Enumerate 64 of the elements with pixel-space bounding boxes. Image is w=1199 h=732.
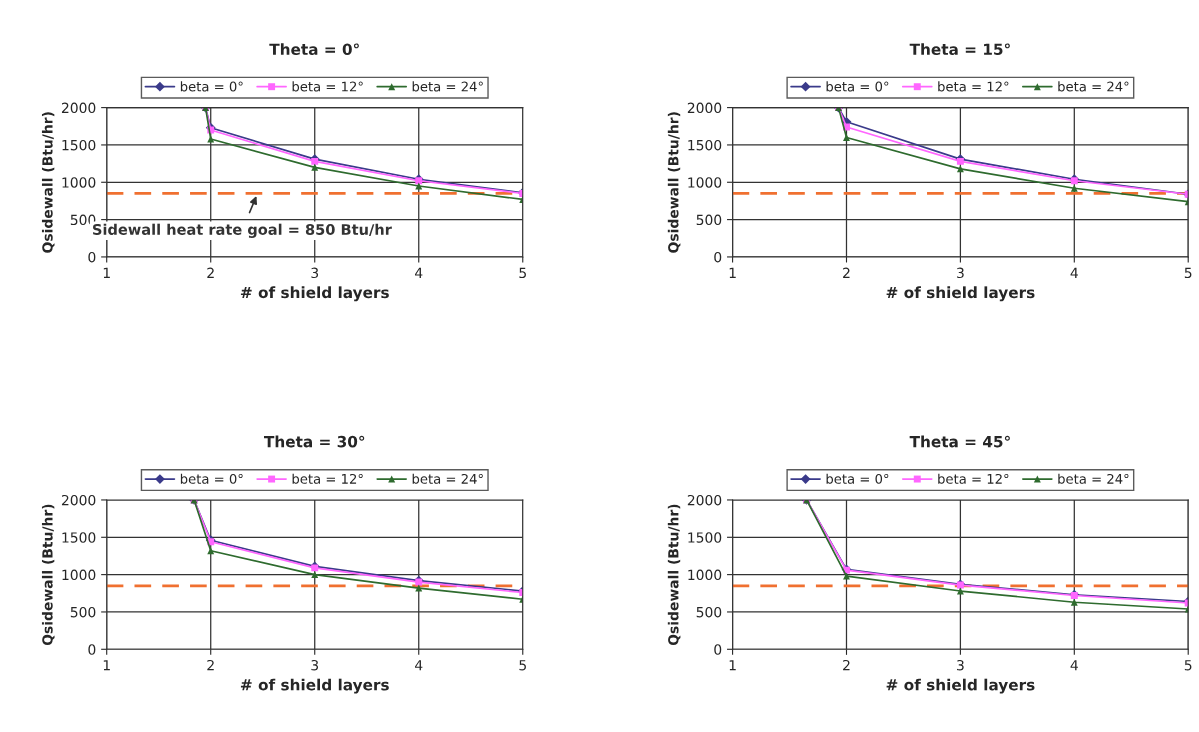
y-tick-label: 1000 — [62, 569, 96, 581]
x-tick-label: 3 — [957, 659, 964, 671]
y-tick-label: 1000 — [688, 569, 722, 581]
y-tick-label: 500 — [70, 606, 96, 618]
x-axis-title: # of shield layers — [886, 286, 1035, 302]
x-tick-label: 3 — [311, 659, 319, 671]
y-tick-label: 2000 — [61, 494, 96, 506]
x-tick-label: 2 — [843, 659, 850, 671]
legend-label: beta = 0° — [826, 81, 889, 92]
legend-label: beta = 0° — [180, 473, 243, 484]
x-tick-label: 2 — [843, 267, 850, 278]
x-tick-label: 5 — [1184, 267, 1192, 279]
x-tick-label: 3 — [957, 267, 964, 279]
x-tick-label: 4 — [1070, 267, 1078, 278]
y-tick-label: 500 — [696, 214, 722, 226]
chart-title: Theta = 45° — [909, 435, 1010, 448]
x-tick-label: 4 — [415, 660, 423, 671]
x-tick-label: 1 — [103, 660, 110, 671]
y-axis-title: Qsidewall (Btu/hr) — [41, 112, 55, 253]
legend-label: beta = 0° — [826, 473, 889, 484]
x-axis-title: # of shield layers — [886, 678, 1035, 694]
legend-label: beta = 0° — [180, 81, 243, 92]
y-tick-label: 2000 — [687, 102, 722, 114]
y-tick-label: 1000 — [62, 177, 96, 188]
y-tick-label: 1500 — [62, 139, 96, 151]
chart-title: Theta = 30° — [264, 435, 365, 448]
legend-label: beta = 12° — [292, 81, 363, 92]
legend-label: beta = 12° — [938, 81, 1009, 92]
y-tick-label: 1500 — [688, 532, 722, 543]
y-tick-label: 500 — [696, 606, 722, 618]
legend-label: beta = 24° — [412, 81, 483, 92]
x-tick-label: 2 — [207, 267, 214, 278]
x-tick-label: 1 — [729, 267, 736, 278]
chart-title: Theta = 15° — [909, 43, 1010, 56]
y-tick-label: 1000 — [688, 177, 722, 188]
x-tick-label: 4 — [415, 267, 423, 278]
x-tick-label: 3 — [311, 267, 319, 279]
annotation: Sidewall heat rate goal = 850 Btu/hr — [93, 223, 392, 238]
x-tick-label: 5 — [519, 660, 526, 671]
y-axis-title: Qsidewall (Btu/hr) — [667, 112, 681, 253]
y-tick-label: 1500 — [688, 139, 722, 151]
y-axis-title: Qsidewall (Btu/hr) — [667, 504, 681, 646]
x-axis-title: # of shield layers — [240, 678, 389, 694]
x-tick-label: 4 — [1070, 660, 1078, 671]
y-tick-label: 0 — [88, 644, 96, 655]
y-axis-title: Qsidewall (Btu/hr) — [41, 504, 55, 646]
x-tick-label: 2 — [207, 659, 214, 671]
legend-label: beta = 24° — [1058, 473, 1129, 484]
x-tick-label: 1 — [103, 267, 110, 278]
x-tick-label: 5 — [1184, 660, 1192, 671]
legend-label: beta = 12° — [938, 473, 1009, 484]
x-axis-title: # of shield layers — [240, 286, 389, 302]
x-tick-label: 5 — [519, 267, 526, 279]
y-tick-label: 2000 — [61, 102, 96, 114]
y-tick-label: 2000 — [687, 494, 722, 506]
x-tick-label: 1 — [729, 660, 736, 671]
legend-label: beta = 24° — [412, 473, 483, 484]
y-tick-label: 0 — [714, 644, 722, 655]
legend-label: beta = 12° — [292, 473, 363, 484]
chart-title: Theta = 0° — [269, 43, 359, 56]
legend-label: beta = 24° — [1058, 81, 1129, 92]
y-tick-label: 1500 — [62, 532, 96, 543]
y-tick-label: 0 — [714, 251, 722, 263]
y-tick-label: 0 — [88, 251, 96, 263]
